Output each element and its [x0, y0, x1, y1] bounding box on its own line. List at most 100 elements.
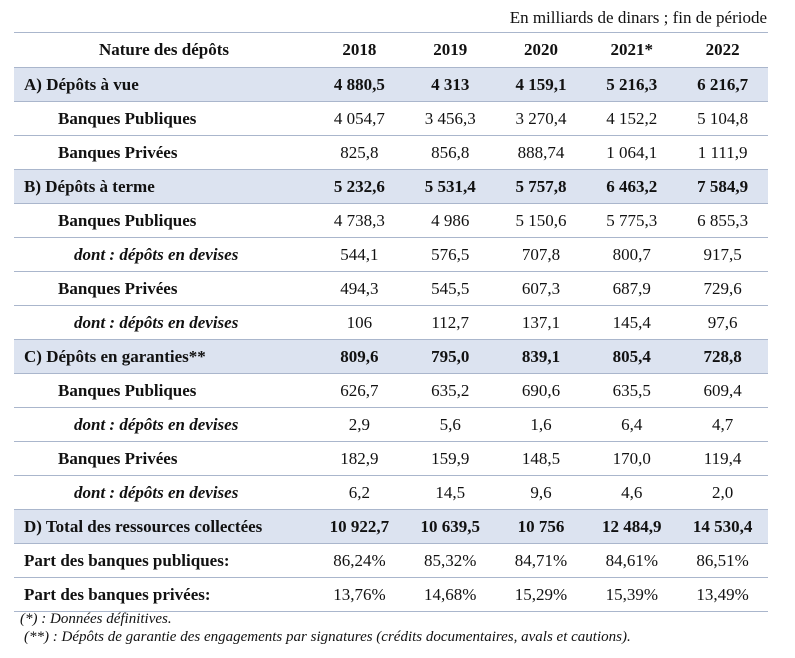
- cell-value: 5 775,3: [586, 203, 678, 238]
- cell-value: 5 104,8: [677, 101, 768, 136]
- cell-value: 800,7: [586, 237, 678, 272]
- table-row: C) Dépôts en garanties** 809,6 795,0 839,1 8…: [14, 339, 768, 374]
- cell-value: 839,1: [495, 339, 587, 374]
- unit-note: En milliards de dinars ; fin de période: [509, 8, 767, 27]
- cell-value: 728,8: [677, 339, 768, 374]
- table-row: Banques Privées 494,3 545,5 607,3 687,9 729,6: [14, 271, 768, 306]
- cell-value: 1 111,9: [677, 135, 768, 170]
- cell-value: 5 216,3: [586, 67, 678, 102]
- header-year: 2022: [677, 32, 768, 68]
- cell-value: 159,9: [404, 441, 496, 476]
- table-row: D) Total des ressources collectées 10 922…: [14, 509, 768, 544]
- cell-value: 609,4: [677, 373, 768, 408]
- cell-value: 1 064,1: [586, 135, 678, 170]
- cell-value: 635,2: [404, 373, 496, 408]
- cell-value: 4 159,1: [495, 67, 587, 102]
- cell-value: 576,5: [404, 237, 496, 272]
- row-label: C) Dépôts en garanties**: [14, 339, 314, 374]
- cell-value: 6 463,2: [586, 169, 678, 204]
- cell-value: 14 530,4: [677, 509, 768, 544]
- cell-value: 112,7: [404, 305, 496, 340]
- row-label: Banques Privées: [14, 271, 314, 306]
- cell-value: 4,7: [677, 407, 768, 442]
- cell-value: 4 152,2: [586, 101, 678, 136]
- footnotes: (*) : Données définitives. (**) : Dépôts…: [20, 610, 631, 646]
- row-label: Banques Privées: [14, 441, 314, 476]
- row-label: Part des banques privées:: [14, 577, 314, 612]
- cell-value: 607,3: [495, 271, 587, 306]
- cell-value: 182,9: [314, 441, 405, 476]
- table-row: Part des banques privées: 13,76% 14,68% 15,…: [14, 577, 768, 612]
- cell-value: 690,6: [495, 373, 587, 408]
- row-label: D) Total des ressources collectées: [14, 509, 314, 544]
- row-label: dont : dépôts en devises: [14, 237, 314, 272]
- cell-value: 10 756: [495, 509, 587, 544]
- cell-value: 687,9: [586, 271, 678, 306]
- cell-value: 5,6: [404, 407, 496, 442]
- table-row: Banques Publiques 4 738,3 4 986 5 150,6 5 77…: [14, 203, 768, 238]
- row-label: dont : dépôts en devises: [14, 305, 314, 340]
- cell-value: 10 639,5: [404, 509, 496, 544]
- cell-value: 707,8: [495, 237, 587, 272]
- cell-value: 544,1: [314, 237, 405, 272]
- cell-value: 97,6: [677, 305, 768, 340]
- header-row: Nature des dépôts 2018 2019 2020 2021* 2…: [14, 32, 768, 68]
- row-label: Banques Privées: [14, 135, 314, 170]
- cell-value: 4 986: [404, 203, 496, 238]
- table-body: A) Dépôts à vue 4 880,5 4 313 4 159,1 5 216,…: [14, 67, 768, 612]
- cell-value: 3 270,4: [495, 101, 587, 136]
- cell-value: 795,0: [404, 339, 496, 374]
- table-row: B) Dépôts à terme 5 232,6 5 531,4 5 757,8 6 …: [14, 169, 768, 204]
- cell-value: 729,6: [677, 271, 768, 306]
- table-row: Banques Privées 182,9 159,9 148,5 170,0 119,4: [14, 441, 768, 476]
- cell-value: 6 216,7: [677, 67, 768, 102]
- cell-value: 86,24%: [314, 543, 405, 578]
- cell-value: 15,29%: [495, 577, 587, 612]
- cell-value: 5 150,6: [495, 203, 587, 238]
- cell-value: 4 738,3: [314, 203, 405, 238]
- cell-value: 888,74: [495, 135, 587, 170]
- row-label: dont : dépôts en devises: [14, 475, 314, 510]
- row-label: Banques Publiques: [14, 373, 314, 408]
- cell-value: 2,9: [314, 407, 405, 442]
- cell-value: 494,3: [314, 271, 405, 306]
- cell-value: 4 880,5: [314, 67, 405, 102]
- header-label: Nature des dépôts: [14, 32, 314, 68]
- row-label: Banques Publiques: [14, 203, 314, 238]
- table-row: Part des banques publiques: 86,24% 85,32% 8…: [14, 543, 768, 578]
- cell-value: 5 232,6: [314, 169, 405, 204]
- cell-value: 2,0: [677, 475, 768, 510]
- header-year: 2019: [404, 32, 496, 68]
- table-row: dont : dépôts en devises 2,9 5,6 1,6 6,4 4,7: [14, 407, 768, 442]
- row-label: dont : dépôts en devises: [14, 407, 314, 442]
- cell-value: 1,6: [495, 407, 587, 442]
- cell-value: 825,8: [314, 135, 405, 170]
- table-row: A) Dépôts à vue 4 880,5 4 313 4 159,1 5 216,…: [14, 67, 768, 102]
- cell-value: 145,4: [586, 305, 678, 340]
- cell-value: 5 757,8: [495, 169, 587, 204]
- table-row: dont : dépôts en devises 544,1 576,5 707,8 8…: [14, 237, 768, 272]
- header-year: 2018: [314, 32, 405, 68]
- cell-value: 86,51%: [677, 543, 768, 578]
- cell-value: 170,0: [586, 441, 678, 476]
- cell-value: 12 484,9: [586, 509, 678, 544]
- cell-value: 809,6: [314, 339, 405, 374]
- cell-value: 6,4: [586, 407, 678, 442]
- table-row: Banques Publiques 626,7 635,2 690,6 635,5 609…: [14, 373, 768, 408]
- cell-value: 13,76%: [314, 577, 405, 612]
- cell-value: 6 855,3: [677, 203, 768, 238]
- cell-value: 15,39%: [586, 577, 678, 612]
- cell-value: 106: [314, 305, 405, 340]
- cell-value: 137,1: [495, 305, 587, 340]
- cell-value: 84,61%: [586, 543, 678, 578]
- row-label: Banques Publiques: [14, 101, 314, 136]
- cell-value: 85,32%: [404, 543, 496, 578]
- cell-value: 5 531,4: [404, 169, 496, 204]
- row-label: A) Dépôts à vue: [14, 67, 314, 102]
- cell-value: 10 922,7: [314, 509, 405, 544]
- cell-value: 148,5: [495, 441, 587, 476]
- cell-value: 917,5: [677, 237, 768, 272]
- cell-value: 635,5: [586, 373, 678, 408]
- row-label: Part des banques publiques:: [14, 543, 314, 578]
- cell-value: 6,2: [314, 475, 405, 510]
